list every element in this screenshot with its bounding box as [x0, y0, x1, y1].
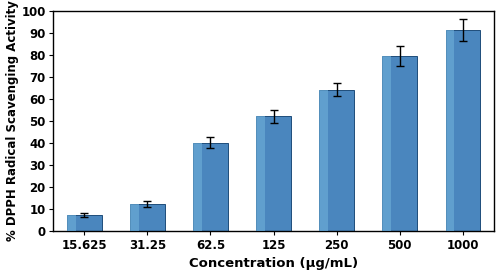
Bar [256, 116, 265, 230]
Bar [320, 90, 328, 230]
Bar [446, 30, 454, 230]
Bar [382, 56, 391, 230]
Bar [382, 56, 417, 230]
Bar [130, 204, 138, 230]
Bar [256, 116, 291, 230]
X-axis label: Concentration (μg/mL): Concentration (μg/mL) [189, 258, 358, 270]
Bar [67, 215, 76, 230]
Bar [446, 30, 480, 230]
Bar [193, 143, 202, 230]
Y-axis label: % DPPH Radical Scavenging Activity: % DPPH Radical Scavenging Activity [6, 0, 18, 241]
Bar [130, 204, 164, 230]
Bar [320, 90, 354, 230]
Bar [67, 215, 102, 230]
Bar [193, 143, 228, 230]
